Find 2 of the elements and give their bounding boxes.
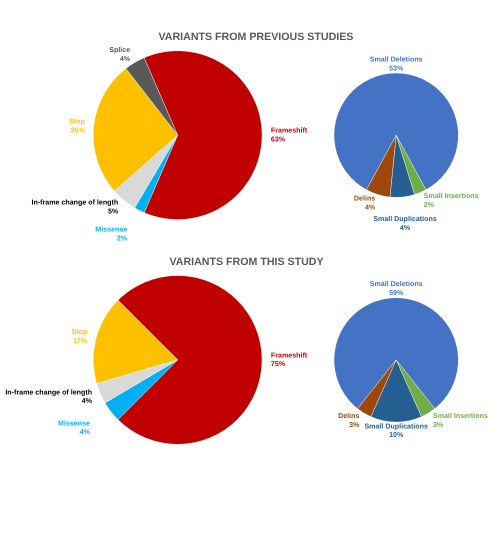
chart-title: VARIANTS FROM THIS STUDY: [169, 256, 324, 268]
chart-title: VARIANTS FROM PREVIOUS STUDIES: [158, 31, 354, 44]
